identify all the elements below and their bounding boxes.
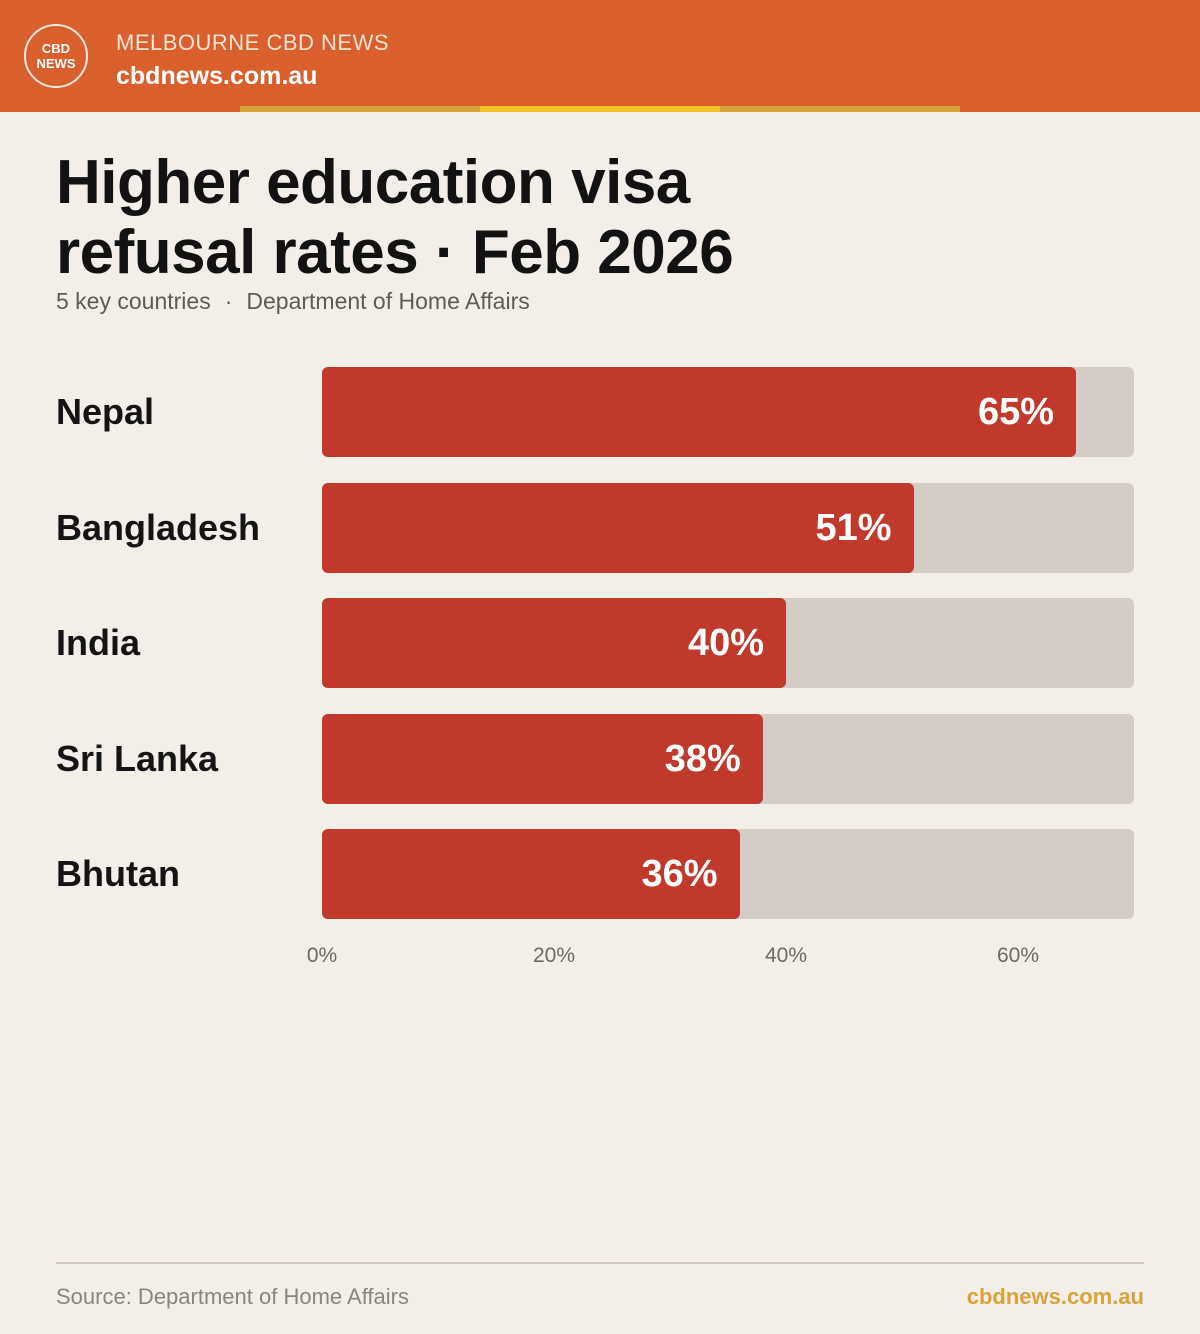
x-tick-label: 40% [764, 944, 808, 967]
bar-bhutan [322, 829, 740, 919]
category-label-bhutan: Bhutan [56, 853, 180, 894]
footer-divider [56, 1262, 1144, 1264]
category-label-bangladesh: Bangladesh [56, 507, 261, 548]
logo-line-1: CBD [41, 41, 71, 56]
bar-value-label-bhutan: 36% [641, 853, 718, 895]
chart-title-line-1: Higher education visa [56, 148, 690, 217]
x-tick-label: 0% [306, 944, 338, 967]
subtitle-scope: 5 key countries [56, 288, 211, 314]
x-tick-label: 20% [532, 944, 576, 967]
accent-strip-center [480, 106, 720, 112]
subtitle-source: Department of Home Affairs [246, 288, 530, 314]
brand-url: cbdnews.com.au [116, 62, 318, 90]
bar-sri-lanka [322, 714, 763, 804]
bar-value-label-nepal: 65% [977, 391, 1054, 433]
bar-value-label-bangladesh: 51% [815, 507, 892, 549]
footer-url: cbdnews.com.au [966, 1284, 1144, 1309]
bar-value-label-sri-lanka: 38% [664, 738, 741, 780]
chart-title: Higher education visa refusal rates · Fe… [56, 148, 1136, 288]
logo-badge: CBD NEWS [24, 24, 88, 88]
bar-india [322, 598, 786, 688]
accent-strip-right [720, 106, 960, 112]
logo-line-2: NEWS [36, 56, 76, 71]
bar-chart: Nepal 65% Bangladesh 51% India 40% Sri Lanka 38… [56, 367, 1134, 967]
bar-nepal [322, 367, 1076, 457]
header-bar: CBD NEWS MELBOURNE CBD NEWS cbdnews.com.… [0, 0, 1200, 112]
bar-value-label-india: 40% [687, 622, 764, 664]
brand-name: MELBOURNE CBD NEWS [116, 30, 390, 55]
footer-source: Source: Department of Home Affairs [56, 1284, 409, 1309]
accent-strip-left [240, 106, 480, 112]
category-label-sri-lanka: Sri Lanka [56, 738, 219, 779]
chart-title-line-2: refusal rates · Feb 2026 [56, 218, 734, 287]
x-tick-label: 60% [996, 944, 1040, 967]
category-label-india: India [56, 622, 141, 663]
bar-bangladesh [322, 483, 914, 573]
category-label-nepal: Nepal [56, 391, 155, 432]
chart-subtitle: 5 key countries · Department of Home Affai… [56, 288, 530, 315]
subtitle-separator: · [224, 288, 233, 314]
